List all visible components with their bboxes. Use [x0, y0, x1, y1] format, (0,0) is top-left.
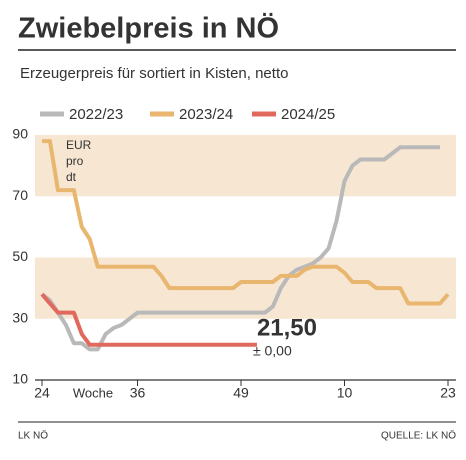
series-line [40, 145, 441, 352]
y-tick-label: 10 [12, 371, 28, 387]
y-tick-label: 90 [12, 126, 28, 142]
band [35, 135, 456, 197]
value-label: 21,50 [257, 314, 317, 341]
x-tick-label: 36 [130, 385, 146, 401]
x-tick-label: 24 [34, 385, 50, 401]
y-tick-label: 30 [12, 309, 28, 325]
change-label: ± 0,00 [253, 343, 292, 359]
x-tick-label: 23 [440, 385, 456, 401]
y-tick-label: 50 [12, 248, 28, 264]
legend-label: 2022/23 [69, 106, 123, 123]
x-tick-label: 49 [233, 385, 249, 401]
subtitle: Erzeugerpreis für sortiert in Kisten, ne… [20, 65, 288, 82]
x-tick-label: 10 [337, 385, 353, 401]
series-line [42, 139, 450, 306]
legend-label: 2023/24 [179, 106, 233, 123]
y-unit: EUR pro dt [66, 138, 95, 184]
x-label: Woche [73, 385, 113, 400]
chart-title: Zwiebelpreis in NÖ [18, 12, 279, 45]
legend-label: 2024/25 [281, 106, 335, 123]
source-left: LK NÖ [18, 430, 48, 442]
y-tick-label: 70 [12, 187, 28, 203]
source-right: QUELLE: LK NÖ [381, 430, 456, 442]
series-line [40, 292, 257, 347]
